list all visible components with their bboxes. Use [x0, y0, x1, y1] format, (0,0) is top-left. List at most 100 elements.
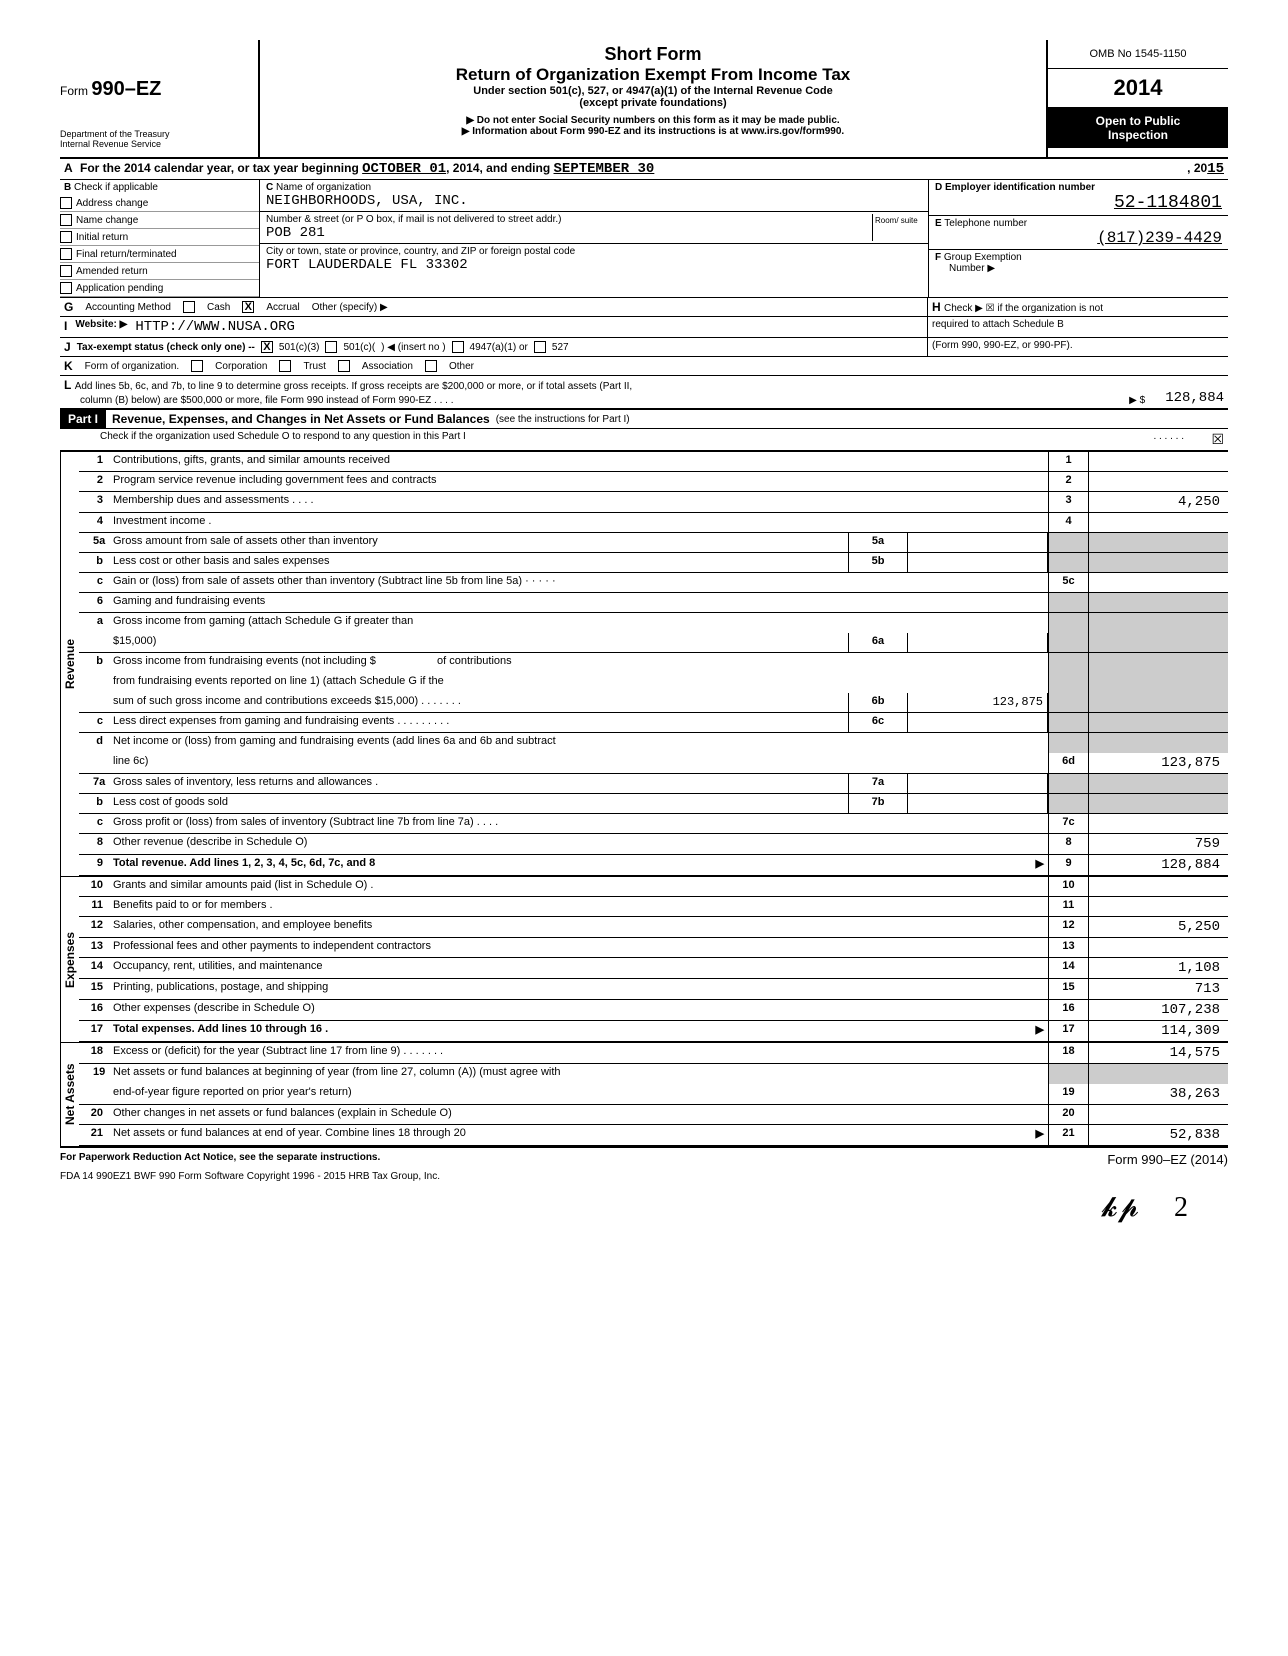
chk-accrual[interactable] [242, 301, 254, 313]
line-6b-2: from fundraising events reported on line… [79, 673, 1228, 693]
chk-other[interactable] [425, 360, 437, 372]
sidebar-revenue: Revenue [60, 452, 79, 876]
part1-check-dots: . . . . . . [1149, 429, 1188, 450]
line-8: 8 Other revenue (describe in Schedule O)… [79, 834, 1228, 855]
part1-check-row: Check if the organization used Schedule … [60, 429, 1228, 451]
line-7b: b Less cost of goods sold 7b [79, 794, 1228, 814]
line-17: 17 Total expenses. Add lines 10 through … [79, 1021, 1228, 1042]
room-suite-label: Room/ suite [872, 214, 922, 241]
label-k: K [64, 359, 73, 373]
chk-final-return[interactable]: Final return/terminated [60, 246, 259, 263]
phone-label: Telephone number [944, 218, 1027, 229]
label-e: E [935, 218, 942, 229]
line-10: 10 Grants and similar amounts paid (list… [79, 877, 1228, 897]
chk-trust[interactable] [279, 360, 291, 372]
subtitle-except: (except private foundations) [270, 97, 1036, 109]
org-name-label: Name of organization [276, 182, 371, 193]
row-gh: G Accounting Method Cash Accrual Other (… [60, 298, 1228, 317]
chk-amended-return[interactable]: Amended return [60, 263, 259, 280]
section-c: C Name of organization NEIGHBORHOODS, US… [260, 180, 928, 297]
section-l-arrow: ▶ $ [1129, 395, 1145, 406]
revenue-section: Revenue 1 Contributions, gifts, grants, … [60, 451, 1228, 876]
row-i: I Website: ▶ HTTP://WWW.NUSA.ORG require… [60, 317, 1228, 338]
line-5a: 5a Gross amount from sale of assets othe… [79, 533, 1228, 553]
line-18: 18 Excess or (deficit) for the year (Sub… [79, 1043, 1228, 1064]
label-b: B [64, 182, 71, 193]
form-990-note: (Form 990, 990-EZ, or 990-PF). [928, 338, 1228, 356]
line-2: 2 Program service revenue including gove… [79, 472, 1228, 492]
header-mid: Short Form Return of Organization Exempt… [260, 40, 1048, 157]
form-org-label: Form of organization. [85, 361, 180, 372]
line-6d-1: d Net income or (loss) from gaming and f… [79, 733, 1228, 753]
tax-year-end-yy: 15 [1207, 161, 1224, 177]
line-7a: 7a Gross sales of inventory, less return… [79, 774, 1228, 794]
chk-501c3[interactable] [261, 341, 273, 353]
section-l-text: Add lines 5b, 6c, and 7b, to line 9 to d… [75, 381, 633, 392]
section-b-heading: Check if applicable [74, 182, 158, 193]
label-a: A [64, 161, 80, 177]
dept-treasury: Department of the Treasury [60, 129, 248, 139]
part1-checked-icon: ☒ [1188, 429, 1228, 450]
line-20: 20 Other changes in net assets or fund b… [79, 1105, 1228, 1125]
chk-501c[interactable] [325, 341, 337, 353]
line-19-2: end-of-year figure reported on prior yea… [79, 1084, 1228, 1105]
part1-check-note: Check if the organization used Schedule … [60, 429, 1149, 450]
section-h-text2: required to attach Schedule B [928, 317, 1228, 337]
chk-cash[interactable] [183, 301, 195, 313]
line-19-1: 19 Net assets or fund balances at beginn… [79, 1064, 1228, 1084]
note-info: ▶ Information about Form 990-EZ and its … [270, 126, 1036, 137]
accounting-method-label: Accounting Method [85, 302, 171, 313]
chk-527[interactable] [534, 341, 546, 353]
info-block: B Check if applicable Address change Nam… [60, 180, 1228, 298]
omb-number: OMB No 1545-1150 [1048, 40, 1228, 69]
group-exemption-number: Number ▶ [935, 263, 995, 274]
label-i: I [64, 319, 67, 335]
title-short-form: Short Form [270, 44, 1036, 65]
label-j: J [64, 340, 71, 354]
chk-corporation[interactable] [191, 360, 203, 372]
label-d: D [935, 182, 942, 193]
line-13: 13 Professional fees and other payments … [79, 938, 1228, 958]
row-l: L Add lines 5b, 6c, and 7b, to line 9 to… [60, 376, 1228, 410]
phone-value: (817)239-4429 [935, 229, 1222, 247]
chk-address-change[interactable]: Address change [60, 195, 259, 212]
row-k: K Form of organization. Corporation Trus… [60, 357, 1228, 376]
website-value: HTTP://WWW.NUSA.ORG [135, 319, 295, 335]
section-a-tail: , 20 [1187, 161, 1207, 177]
line-7c: c Gross profit or (loss) from sales of i… [79, 814, 1228, 834]
chk-application-pending[interactable]: Application pending [60, 280, 259, 297]
line-5c: c Gain or (loss) from sale of assets oth… [79, 573, 1228, 593]
title-return: Return of Organization Exempt From Incom… [270, 65, 1036, 85]
sidebar-expenses: Expenses [60, 877, 79, 1042]
line-5b: b Less cost or other basis and sales exp… [79, 553, 1228, 573]
section-h-text: Check ▶ ☒ if the organization is not [944, 303, 1103, 314]
line-1: 1 Contributions, gifts, grants, and simi… [79, 452, 1228, 472]
line-16: 16 Other expenses (describe in Schedule … [79, 1000, 1228, 1021]
footer-paperwork: For Paperwork Reduction Act Notice, see … [60, 1152, 380, 1167]
gross-receipts-value: 128,884 [1165, 390, 1224, 406]
chk-4947[interactable] [452, 341, 464, 353]
line-9: 9 Total revenue. Add lines 1, 2, 3, 4, 5… [79, 855, 1228, 876]
part1-title: Revenue, Expenses, and Changes in Net As… [106, 410, 496, 428]
tax-exempt-label: Tax-exempt status (check only one) -- [77, 342, 255, 353]
section-a-text1: For the 2014 calendar year, or tax year … [80, 161, 359, 177]
section-def: D Employer identification number 52-1184… [928, 180, 1228, 297]
line-15: 15 Printing, publications, postage, and … [79, 979, 1228, 1000]
tax-year-begin: OCTOBER 01 [362, 161, 446, 177]
sidebar-netassets: Net Assets [60, 1043, 79, 1146]
row-j: J Tax-exempt status (check only one) -- … [60, 338, 1228, 357]
line-6c: c Less direct expenses from gaming and f… [79, 713, 1228, 733]
part1-title-note: (see the instructions for Part I) [496, 414, 630, 425]
line-6b-3: sum of such gross income and contributio… [79, 693, 1228, 713]
open-to-public: Open to Public Inspection [1048, 108, 1228, 148]
chk-initial-return[interactable]: Initial return [60, 229, 259, 246]
chk-association[interactable] [338, 360, 350, 372]
line-12: 12 Salaries, other compensation, and emp… [79, 917, 1228, 938]
footer-form-id: Form 990–EZ (2014) [1107, 1152, 1228, 1167]
line-3: 3 Membership dues and assessments . . . … [79, 492, 1228, 513]
subtitle-section: Under section 501(c), 527, or 4947(a)(1)… [270, 85, 1036, 97]
line-6a-2: $15,000) 6a [79, 633, 1228, 653]
group-exemption-label: Group Exemption [944, 252, 1022, 263]
chk-name-change[interactable]: Name change [60, 212, 259, 229]
line-4: 4 Investment income . 4 [79, 513, 1228, 533]
